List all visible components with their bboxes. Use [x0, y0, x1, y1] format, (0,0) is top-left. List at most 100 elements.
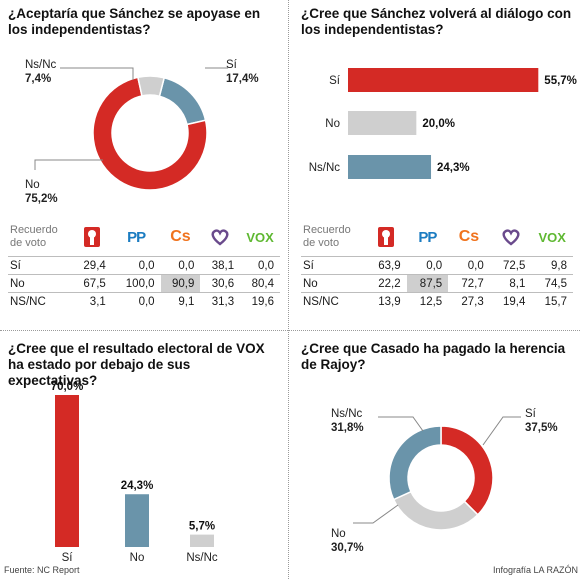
table-cell: 90,9: [160, 274, 201, 293]
source-note: Fuente: NC Report: [4, 565, 80, 575]
cs-logo-icon: Cs: [170, 228, 191, 245]
chart-title: ¿Cree que el resultado electoral de VOX …: [8, 341, 265, 388]
horizontal-divider: [0, 330, 580, 331]
table-cell: 38,1: [200, 256, 241, 275]
table-cell: 72,7: [448, 274, 490, 293]
psoe-logo-icon: [365, 218, 407, 257]
bar-1: [125, 494, 149, 547]
leader-line: [378, 416, 424, 432]
row-label: NS/NC: [8, 292, 72, 310]
table-cell: 15,7: [531, 292, 573, 310]
chart-title: ¿Cree que Sánchez volverá al diálogo con…: [301, 6, 572, 37]
table-cell: 87,5: [406, 274, 449, 293]
vox-logo-icon: VOX: [246, 229, 274, 245]
label-no: No 75,2%: [25, 179, 58, 205]
table-cell: 13,9: [365, 292, 407, 310]
vertical-divider: [288, 0, 289, 579]
table-header: Recuerdo de voto: [303, 224, 351, 249]
table-cell: 72,5: [489, 256, 532, 275]
table-row: Sí 63,9 0,0 0,0 72,5 9,8: [301, 256, 573, 275]
value-label: 24,3%: [437, 162, 470, 174]
vote-table: Recuerdo de voto PP Cs VOX Sí 63,9 0,0 0,0 72,5 9…: [301, 218, 573, 310]
slice-no: [392, 490, 479, 531]
value-label: 24,3%: [121, 480, 154, 492]
value-label: 70,0%: [51, 381, 84, 393]
category-label: Ns/Nc: [309, 162, 341, 174]
table-header: Recuerdo de voto: [10, 224, 58, 249]
label-nsnc: Ns/Nc 31,8%: [331, 408, 364, 434]
label-nsnc: Ns/Nc 7,4%: [25, 59, 57, 85]
table-cell: 31,3: [200, 292, 241, 310]
table-row: NS/NC 3,1 0,0 9,1 31,3 19,6: [8, 292, 280, 310]
table-cell: 9,8: [531, 256, 573, 275]
slice-s: [158, 76, 207, 126]
slice-nsnc: [388, 425, 442, 501]
table-cell: 12,5: [406, 292, 449, 310]
bar-1: [348, 111, 417, 135]
table-cell: 19,6: [240, 292, 280, 310]
table-cell: 0,0: [111, 292, 161, 310]
row-label: No: [8, 274, 72, 293]
chart-title: ¿Cree que Casado ha pagado la herencia d…: [301, 341, 566, 372]
table-cell: 67,5: [72, 274, 112, 293]
slice-nsnc: [137, 75, 166, 98]
credit-note: Infografía LA RAZÓN: [493, 565, 579, 575]
category-label: Sí: [329, 75, 341, 87]
vote-recall-table: Recuerdo de voto PP Cs VOX Sí 63,9 0,0 0,0 72,5 9…: [301, 218, 573, 310]
bar-0: [55, 395, 79, 547]
psoe-logo-icon: [72, 218, 112, 257]
table-cell: 27,3: [448, 292, 490, 310]
table-row: NS/NC 13,9 12,5 27,3 19,4 15,7: [301, 292, 573, 310]
table-cell: 19,4: [489, 292, 532, 310]
value-label: 5,7%: [189, 521, 215, 533]
donut-chart: [353, 416, 521, 531]
label-si: Sí 17,4%: [226, 59, 259, 85]
table-cell: 0,0: [448, 256, 490, 275]
row-label: Sí: [301, 256, 365, 275]
category-label: Sí: [62, 552, 74, 564]
bar-2: [348, 155, 432, 179]
leader-line: [60, 67, 134, 80]
table-cell: 9,1: [160, 292, 201, 310]
panel-acepta-independentistas: ¿Aceptaría que Sánchez se apoyase en los…: [0, 0, 285, 326]
table-cell: 30,6: [200, 274, 241, 293]
horizontal-bar-chart: Sí 55,7% No 20,0% Ns/Nc 24,3%: [309, 68, 577, 179]
label-no: No 30,7%: [331, 528, 364, 554]
slice-no: [92, 76, 208, 191]
vertical-bar-chart: 70,0% Sí 24,3% No 5,7% Ns/Nc: [51, 381, 218, 564]
label-si: Sí 37,5%: [525, 408, 558, 434]
leader-line: [353, 504, 399, 524]
leader-line: [482, 416, 521, 446]
value-label: 55,7%: [544, 75, 577, 87]
table-cell: 8,1: [489, 274, 532, 293]
row-label: NS/NC: [301, 292, 365, 310]
table-row: No 67,5 100,0 90,9 30,6 80,4: [8, 274, 280, 293]
table-cell: 80,4: [240, 274, 280, 293]
table-cell: 74,5: [531, 274, 573, 293]
chart-title: ¿Aceptaría que Sánchez se apoyase en los…: [8, 6, 261, 37]
value-label: 20,0%: [422, 118, 455, 130]
vox-logo-icon: VOX: [538, 229, 566, 245]
podemos-logo-icon: [490, 218, 532, 257]
pp-logo-icon: PP: [127, 228, 146, 246]
table-cell: 3,1: [72, 292, 112, 310]
category-label: No: [325, 118, 340, 130]
panel-dialogo-independentistas: ¿Cree que Sánchez volverá al diálogo con…: [293, 0, 580, 326]
table-row: No 22,2 87,5 72,7 8,1 74,5: [301, 274, 573, 293]
row-label: Sí: [8, 256, 72, 275]
leader-line: [34, 159, 103, 170]
table-cell: 63,9: [365, 256, 407, 275]
table-cell: 0,0: [406, 256, 449, 275]
slice-s: [440, 425, 494, 516]
table-cell: 22,2: [365, 274, 407, 293]
table-cell: 100,0: [111, 274, 161, 293]
vote-table: Recuerdo de voto PP Cs VOX Sí 29,4 0,0 0,0 38,1 0…: [8, 218, 280, 310]
vote-recall-table: Recuerdo de voto PP Cs VOX Sí 29,4 0,0 0,0 38,1 0…: [8, 218, 280, 310]
pp-logo-icon: PP: [418, 228, 437, 246]
table-row: Sí 29,4 0,0 0,0 38,1 0,0: [8, 256, 280, 275]
donut-chart: [34, 67, 228, 191]
bar-0: [348, 68, 539, 92]
panel-resultado-vox: ¿Cree que el resultado electoral de VOX …: [0, 335, 285, 579]
table-cell: 29,4: [72, 256, 112, 275]
category-label: Ns/Nc: [186, 552, 218, 564]
